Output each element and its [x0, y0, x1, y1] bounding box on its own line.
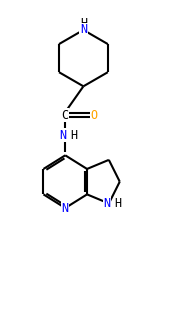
Text: C: C [62, 109, 69, 122]
Text: N: N [59, 129, 66, 142]
Text: O: O [91, 109, 98, 122]
Text: N: N [103, 197, 110, 210]
Text: N: N [62, 201, 69, 215]
Text: N: N [80, 24, 87, 37]
Text: H: H [114, 197, 122, 210]
Text: H: H [70, 129, 77, 142]
Text: H: H [80, 17, 87, 30]
